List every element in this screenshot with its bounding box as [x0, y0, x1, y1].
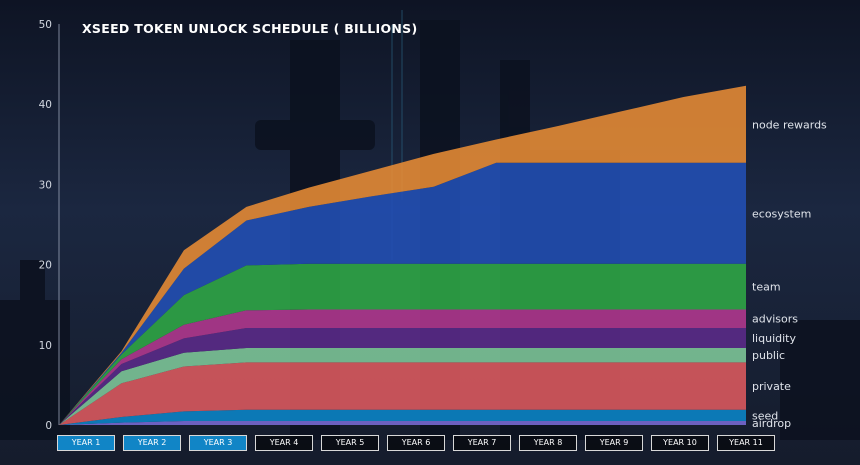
- year-button-7[interactable]: YEAR 7: [453, 435, 511, 451]
- series-label-liquidity: liquidity: [752, 332, 796, 345]
- series-label-private: private: [752, 380, 791, 393]
- area-node-rewards: [59, 85, 746, 426]
- year-button-2[interactable]: YEAR 2: [123, 435, 181, 451]
- series-label-advisors: advisors: [752, 313, 798, 326]
- year-button-5[interactable]: YEAR 5: [321, 435, 379, 451]
- y-tick-label: 50: [39, 19, 52, 31]
- series-label-seed: seed: [752, 409, 778, 422]
- chart-title: XSEED TOKEN UNLOCK SCHEDULE ( BILLIONS): [82, 21, 418, 36]
- year-button-3[interactable]: YEAR 3: [189, 435, 247, 451]
- y-tick-label: 30: [39, 179, 52, 191]
- y-tick-label: 40: [39, 99, 52, 111]
- area-private: [59, 362, 746, 425]
- area-advisors: [59, 309, 746, 425]
- series-label-team: team: [752, 281, 781, 294]
- y-tick-label: 0: [45, 420, 52, 432]
- year-button-11[interactable]: YEAR 11: [717, 435, 775, 451]
- series-label-node-rewards: node rewards: [752, 118, 827, 131]
- series-label-airdrop: airdrop: [752, 417, 791, 430]
- area-layers: [59, 85, 746, 426]
- area-public: [59, 348, 746, 425]
- area-team: [59, 263, 746, 425]
- year-button-4[interactable]: YEAR 4: [255, 435, 313, 451]
- year-button-9[interactable]: YEAR 9: [585, 435, 643, 451]
- series-label-public: public: [752, 349, 785, 362]
- y-tick-label: 10: [39, 340, 52, 352]
- area-seed: [59, 409, 746, 425]
- year-button-8[interactable]: YEAR 8: [519, 435, 577, 451]
- area-ecosystem: [59, 162, 746, 425]
- year-button-6[interactable]: YEAR 6: [387, 435, 445, 451]
- year-button-10[interactable]: YEAR 10: [651, 435, 709, 451]
- area-liquidity: [59, 328, 746, 425]
- area-airdrop: [59, 421, 746, 425]
- year-button-1[interactable]: YEAR 1: [57, 435, 115, 451]
- y-axis: 0 10 20 30 40 50: [39, 19, 52, 432]
- series-label-ecosystem: ecosystem: [752, 207, 811, 220]
- y-tick-label: 20: [39, 260, 52, 272]
